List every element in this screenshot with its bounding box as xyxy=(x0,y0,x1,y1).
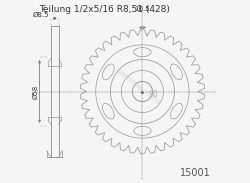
Text: partshoponline: partshoponline xyxy=(115,67,162,105)
Text: 10.5: 10.5 xyxy=(134,6,150,12)
Text: Teilung 1/2x5/16 R8,51 (428): Teilung 1/2x5/16 R8,51 (428) xyxy=(39,5,170,14)
Text: 90: 90 xyxy=(148,90,158,99)
Text: Ø8.5: Ø8.5 xyxy=(32,11,49,17)
Text: Ø58: Ø58 xyxy=(33,84,39,99)
Text: 15001: 15001 xyxy=(180,167,211,178)
